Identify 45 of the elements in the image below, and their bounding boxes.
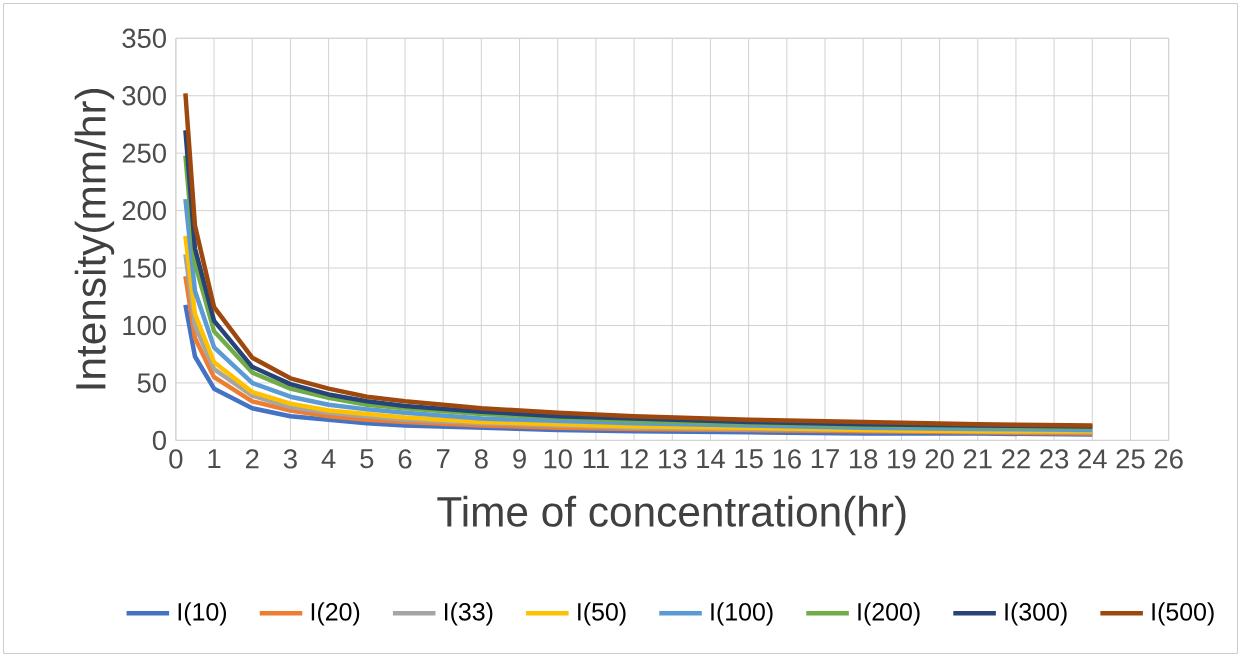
x-tick-label: 0 bbox=[169, 449, 183, 469]
y-axis-title: Intensity(mm/hr) bbox=[74, 88, 115, 389]
y-tick-label: 100 bbox=[123, 315, 166, 336]
x-tick-label: 19 bbox=[888, 449, 916, 469]
x-tick-label: 7 bbox=[436, 449, 450, 469]
legend-label: I(200) bbox=[858, 602, 920, 626]
x-tick-label: 6 bbox=[398, 449, 412, 469]
y-tick-label: 50 bbox=[137, 373, 166, 393]
x-tick-label: 2 bbox=[245, 449, 259, 469]
x-tick-label: 17 bbox=[811, 449, 839, 469]
x-tick-label: 15 bbox=[735, 449, 763, 469]
x-tick-label: 9 bbox=[513, 449, 526, 469]
x-tick-label: 18 bbox=[850, 449, 878, 469]
y-tick-label: 150 bbox=[123, 258, 166, 278]
legend-label: I(50) bbox=[578, 602, 626, 626]
x-tick-label: 14 bbox=[697, 449, 725, 469]
x-tick-label: 25 bbox=[1116, 449, 1145, 469]
x-tick-label: 12 bbox=[620, 449, 648, 469]
y-tick-label: 0 bbox=[152, 430, 166, 451]
legend-label: I(20) bbox=[311, 602, 360, 626]
x-tick-label: 21 bbox=[963, 449, 992, 469]
x-tick-label: 22 bbox=[1002, 449, 1030, 469]
legend-label: I(33) bbox=[444, 602, 493, 626]
y-tick-label: 350 bbox=[122, 28, 166, 49]
x-tick-label: 11 bbox=[583, 449, 609, 469]
x-tick-label: 24 bbox=[1078, 449, 1107, 469]
x-tick-label: 10 bbox=[544, 449, 572, 469]
x-tick-label: 26 bbox=[1154, 449, 1183, 469]
x-tick-label: 3 bbox=[283, 449, 297, 469]
y-tick-label: 300 bbox=[122, 86, 166, 106]
legend-label: I(300) bbox=[1005, 602, 1067, 626]
x-axis-title: Time of concentration(hr) bbox=[437, 495, 906, 536]
x-tick-label: 4 bbox=[321, 449, 336, 469]
legend-label: I(10) bbox=[178, 602, 227, 626]
x-tick-label: 1 bbox=[208, 449, 221, 469]
x-tick-label: 8 bbox=[474, 449, 488, 469]
y-tick-label: 200 bbox=[122, 200, 166, 221]
legend-label: I(100) bbox=[711, 602, 773, 626]
x-tick-label: 16 bbox=[773, 449, 801, 469]
x-tick-label: 20 bbox=[925, 449, 954, 469]
x-tick-label: 5 bbox=[360, 449, 374, 469]
legend-label: I(500) bbox=[1152, 602, 1214, 626]
x-tick-label: 23 bbox=[1040, 449, 1069, 469]
y-tick-label: 250 bbox=[122, 143, 166, 163]
x-tick-label: 13 bbox=[659, 449, 687, 469]
